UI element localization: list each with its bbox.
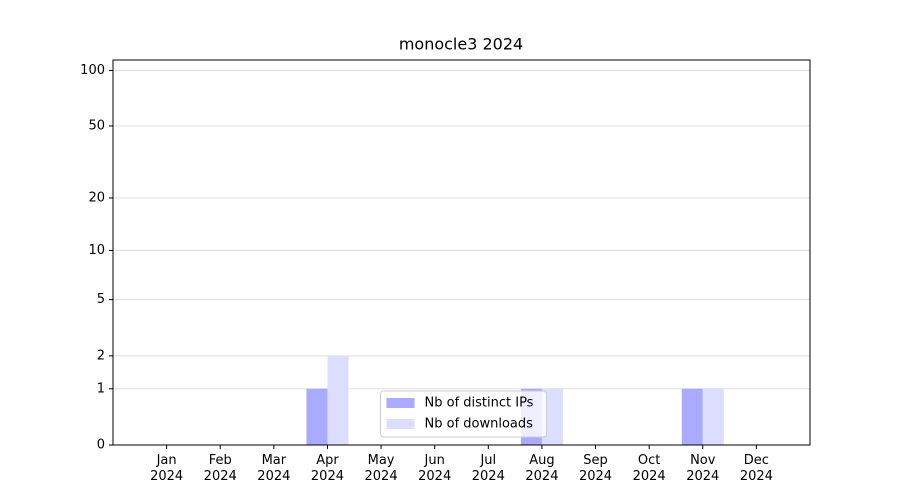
x-tick-label: Jul 2024 (471, 453, 505, 484)
plot-frame (112, 59, 811, 446)
y-tick-label: 0 (97, 438, 105, 453)
y-tick-label: 100 (80, 63, 105, 78)
x-tick-label: Sep 2024 (578, 453, 613, 484)
chart-title: monocle3 2024 (399, 35, 523, 54)
legend-label: Nb of downloads (425, 417, 534, 432)
x-tick-label: Nov 2024 (686, 453, 720, 484)
y-tick-label: 1 (97, 381, 105, 396)
y-tick-label: 5 (97, 292, 105, 307)
x-tick-label: Jun 2024 (418, 453, 452, 484)
legend: Nb of distinct IPs Nb of downloads (380, 390, 547, 438)
bar (306, 388, 328, 445)
y-tick-label: 20 (88, 190, 105, 205)
legend-swatch (386, 419, 415, 429)
bar (681, 388, 703, 445)
x-tick-label: Apr 2024 (310, 453, 344, 484)
x-tick-label: Dec 2024 (739, 453, 773, 484)
bar (541, 388, 563, 445)
x-tick-label: Jan 2024 (150, 453, 184, 484)
x-tick-label: Mar 2024 (257, 453, 291, 484)
x-tick-label: Oct 2024 (632, 453, 666, 484)
x-tick-label: Aug 2024 (525, 453, 559, 484)
legend-label: Nb of distinct IPs (425, 396, 534, 411)
y-tick-label: 50 (88, 118, 105, 133)
bar (702, 388, 724, 445)
y-tick-label: 10 (88, 243, 105, 258)
legend-swatch (386, 398, 415, 408)
x-tick-label: May 2024 (364, 453, 398, 484)
bar (327, 355, 349, 445)
legend-box (380, 390, 547, 438)
x-tick-label: Feb 2024 (203, 453, 237, 484)
y-tick-label: 2 (97, 348, 105, 363)
